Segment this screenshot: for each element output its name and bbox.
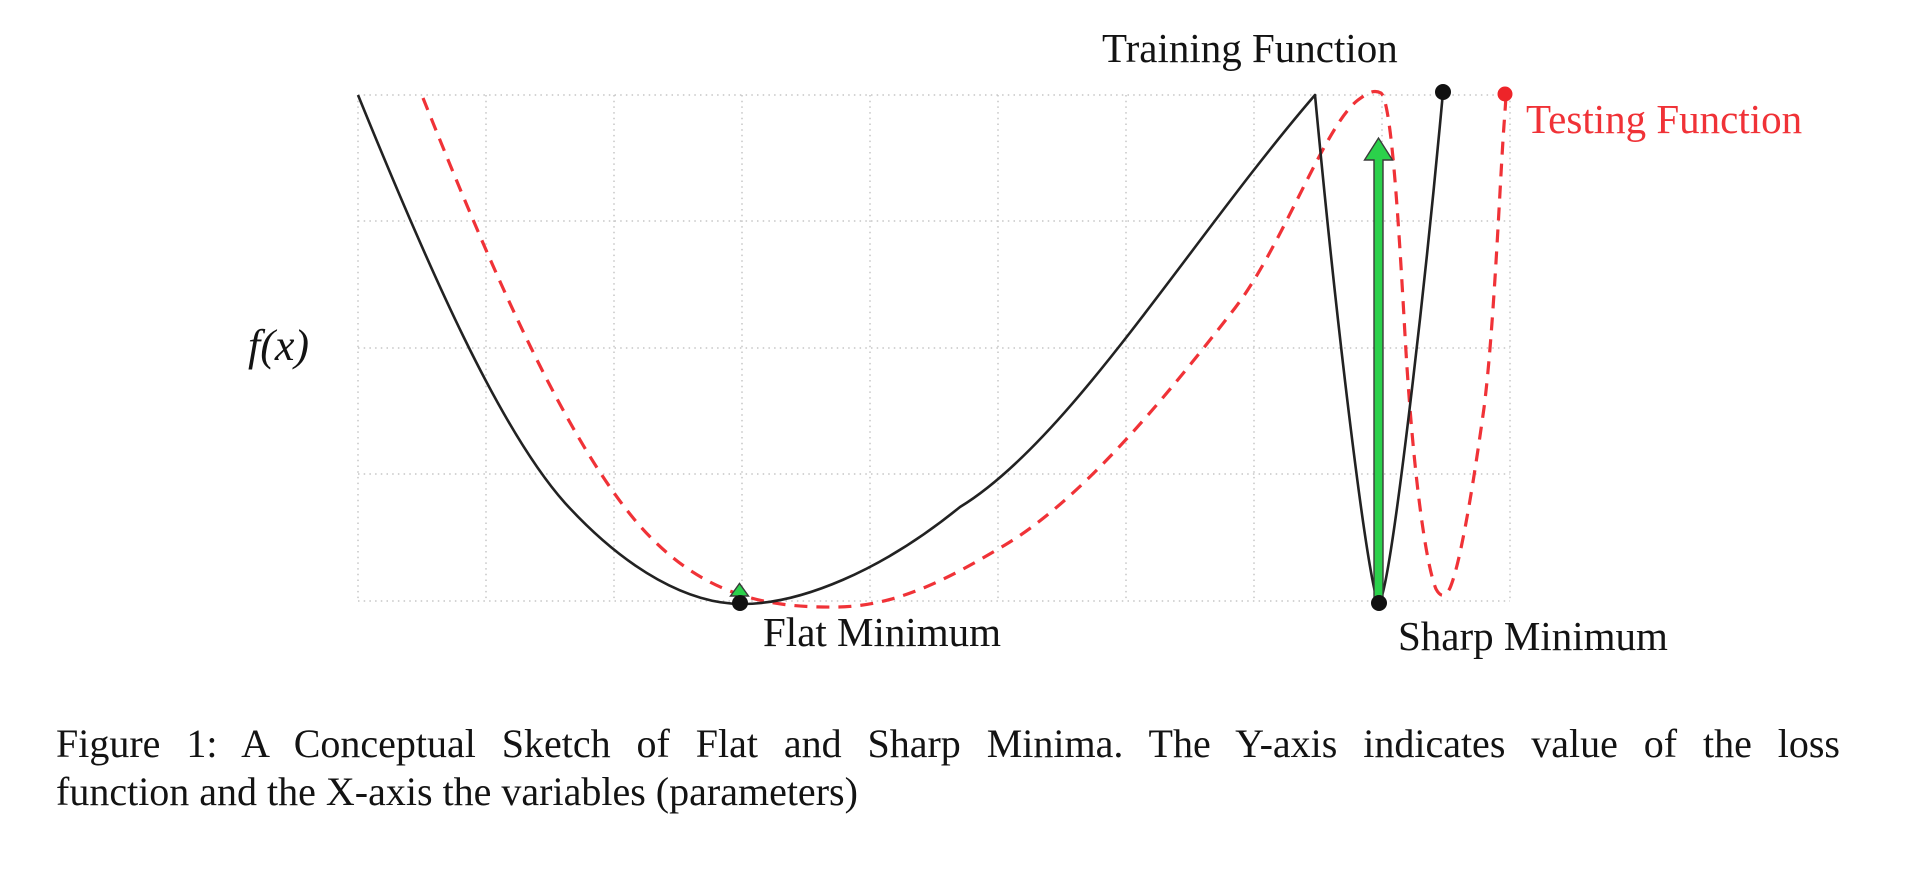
y-axis-label: f(x) bbox=[248, 321, 310, 370]
sharp-minimum-label: Sharp Minimum bbox=[1398, 613, 1668, 659]
flat-minimum-point bbox=[732, 595, 748, 611]
training-endpoint-dot bbox=[1435, 84, 1451, 100]
testing-function-label: Testing Function bbox=[1526, 96, 1803, 142]
caption-line-1: Figure 1: A Conceptual Sketch of Flat an… bbox=[56, 721, 1840, 766]
figure-caption: Figure 1: A Conceptual Sketch of Flat an… bbox=[56, 720, 1840, 816]
gap-arrow-large bbox=[1363, 136, 1394, 600]
minima-sketch-svg bbox=[356, 84, 1513, 611]
testing-function-curve bbox=[421, 89, 1508, 609]
grid bbox=[357, 94, 1511, 602]
sharp-minimum-point bbox=[1371, 595, 1387, 611]
flat-minimum-label: Flat Minimum bbox=[763, 609, 1002, 655]
caption-line-2: function and the X-axis the variables (p… bbox=[56, 769, 858, 814]
training-function-label: Training Function bbox=[1102, 25, 1398, 71]
testing-endpoint-dot bbox=[1497, 86, 1513, 102]
figure-plot-area: Training Function Testing Function Flat … bbox=[248, 25, 1803, 659]
